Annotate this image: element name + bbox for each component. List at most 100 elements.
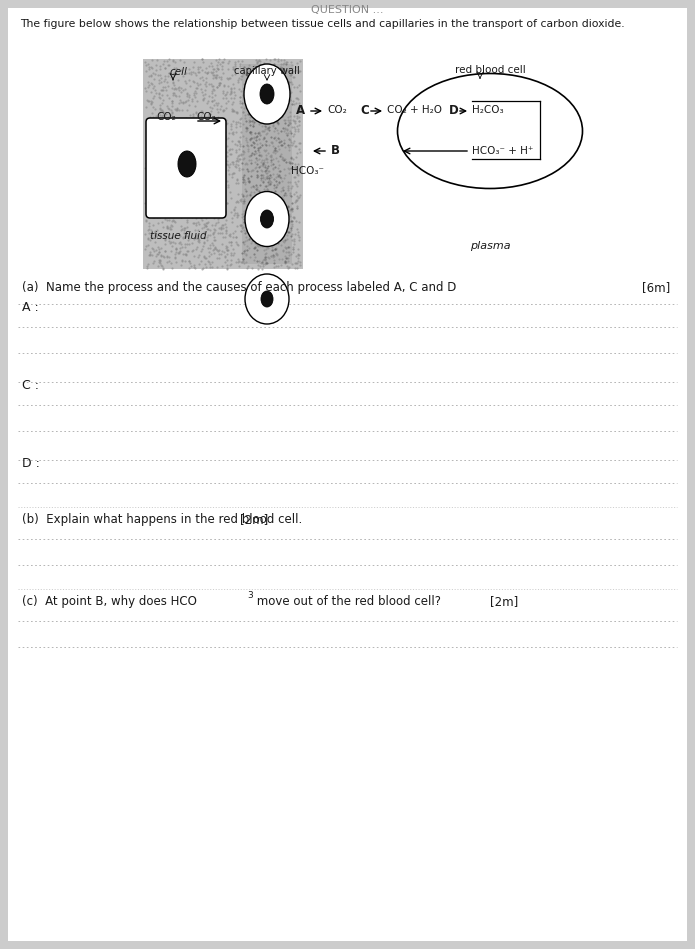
Point bbox=[279, 88, 291, 103]
Ellipse shape bbox=[178, 151, 196, 177]
Point bbox=[294, 188, 305, 203]
Point bbox=[265, 75, 277, 90]
Point bbox=[265, 249, 277, 264]
Point bbox=[193, 175, 204, 190]
Point bbox=[213, 142, 224, 158]
Point bbox=[249, 198, 260, 214]
Point bbox=[144, 204, 155, 219]
Point bbox=[147, 119, 158, 134]
Point bbox=[195, 253, 206, 269]
Point bbox=[248, 212, 259, 227]
Point bbox=[226, 103, 237, 119]
Point bbox=[211, 121, 222, 136]
Point bbox=[159, 194, 170, 209]
Point bbox=[148, 109, 159, 124]
Point bbox=[156, 102, 167, 118]
Point bbox=[250, 250, 261, 265]
Point bbox=[259, 142, 270, 158]
Point bbox=[197, 241, 208, 256]
Point bbox=[250, 143, 261, 158]
Point bbox=[251, 130, 262, 145]
Point bbox=[212, 214, 223, 230]
Point bbox=[203, 93, 214, 108]
Point bbox=[293, 114, 304, 129]
Point bbox=[168, 82, 179, 97]
Point bbox=[176, 130, 187, 145]
Point bbox=[140, 242, 151, 257]
Point bbox=[241, 68, 252, 84]
Point bbox=[215, 115, 227, 130]
Point bbox=[295, 64, 306, 79]
Point bbox=[146, 167, 157, 182]
Point bbox=[170, 102, 181, 118]
Point bbox=[202, 215, 213, 231]
Point bbox=[225, 204, 236, 219]
Point bbox=[257, 238, 268, 253]
Point bbox=[208, 82, 220, 97]
Point bbox=[179, 73, 190, 88]
Point bbox=[162, 137, 173, 152]
Point bbox=[229, 103, 240, 119]
Point bbox=[165, 113, 177, 128]
Point bbox=[243, 143, 254, 158]
Point bbox=[219, 51, 230, 66]
Point bbox=[265, 149, 277, 164]
Point bbox=[277, 193, 288, 208]
Point bbox=[183, 89, 195, 104]
Point bbox=[201, 169, 212, 184]
Point bbox=[227, 102, 238, 118]
Point bbox=[255, 107, 266, 122]
Point bbox=[250, 196, 261, 212]
Point bbox=[220, 222, 231, 237]
Point bbox=[159, 145, 170, 160]
Point bbox=[172, 138, 183, 153]
Point bbox=[245, 223, 256, 238]
Point bbox=[201, 145, 212, 160]
Point bbox=[209, 246, 220, 261]
Point bbox=[225, 85, 236, 101]
Point bbox=[245, 102, 256, 118]
Point bbox=[265, 107, 276, 122]
Point bbox=[158, 92, 169, 107]
Point bbox=[244, 109, 255, 124]
Point bbox=[220, 152, 231, 167]
Point bbox=[255, 111, 266, 126]
Point bbox=[193, 233, 204, 249]
Point bbox=[245, 124, 256, 140]
Point bbox=[144, 121, 155, 136]
Point bbox=[234, 130, 245, 145]
Point bbox=[185, 164, 196, 179]
Point bbox=[206, 139, 217, 154]
Point bbox=[256, 110, 268, 125]
Point bbox=[171, 167, 182, 182]
Point bbox=[229, 137, 240, 152]
Point bbox=[140, 213, 152, 228]
Point bbox=[207, 59, 218, 74]
Point bbox=[288, 236, 300, 251]
Point bbox=[177, 117, 188, 132]
Point bbox=[179, 247, 190, 262]
Point bbox=[242, 65, 253, 81]
Point bbox=[253, 147, 264, 162]
Point bbox=[205, 56, 216, 71]
Point bbox=[181, 219, 193, 234]
Point bbox=[224, 86, 236, 102]
Point bbox=[259, 256, 270, 271]
Point bbox=[182, 131, 193, 146]
Point bbox=[147, 118, 158, 133]
Point bbox=[259, 121, 270, 137]
Point bbox=[253, 125, 264, 140]
Point bbox=[268, 259, 279, 274]
Point bbox=[277, 71, 288, 86]
Point bbox=[163, 137, 174, 152]
Point bbox=[280, 251, 291, 266]
Point bbox=[211, 251, 222, 266]
Point bbox=[240, 120, 252, 135]
Point bbox=[243, 93, 254, 108]
Point bbox=[198, 216, 209, 232]
Point bbox=[182, 229, 193, 244]
Point bbox=[282, 245, 293, 260]
Point bbox=[240, 123, 252, 139]
Point bbox=[245, 124, 256, 140]
Point bbox=[252, 253, 263, 269]
